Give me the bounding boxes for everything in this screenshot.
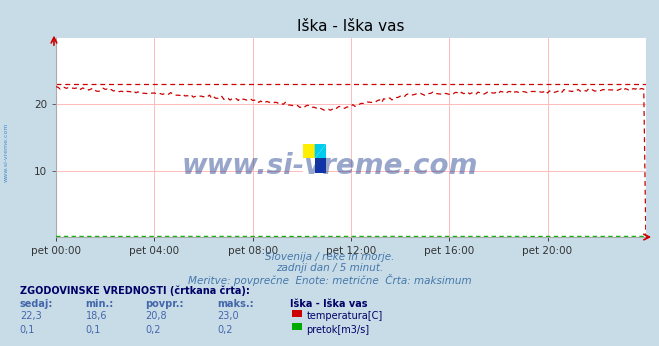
Polygon shape — [315, 158, 326, 173]
Text: www.si-vreme.com: www.si-vreme.com — [4, 122, 9, 182]
Text: ZGODOVINSKE VREDNOSTI (črtkana črta):: ZGODOVINSKE VREDNOSTI (črtkana črta): — [20, 285, 250, 296]
Text: 0,2: 0,2 — [145, 325, 161, 335]
Text: Slovenija / reke in morje.: Slovenija / reke in morje. — [265, 252, 394, 262]
Text: min.:: min.: — [86, 299, 114, 309]
Text: maks.:: maks.: — [217, 299, 254, 309]
Text: povpr.:: povpr.: — [145, 299, 183, 309]
Text: 23,0: 23,0 — [217, 311, 239, 321]
Title: Iška - Iška vas: Iška - Iška vas — [297, 19, 405, 34]
Text: Meritve: povprečne  Enote: metrične  Črta: maksimum: Meritve: povprečne Enote: metrične Črta:… — [188, 274, 471, 286]
Text: 22,3: 22,3 — [20, 311, 42, 321]
Text: www.si-vreme.com: www.si-vreme.com — [181, 152, 478, 180]
Text: pretok[m3/s]: pretok[m3/s] — [306, 325, 370, 335]
Text: 18,6: 18,6 — [86, 311, 107, 321]
Text: 0,2: 0,2 — [217, 325, 233, 335]
Polygon shape — [315, 144, 326, 158]
Text: Iška - Iška vas: Iška - Iška vas — [290, 299, 368, 309]
Polygon shape — [315, 144, 326, 158]
Text: 20,8: 20,8 — [145, 311, 167, 321]
Text: sedaj:: sedaj: — [20, 299, 53, 309]
Text: 0,1: 0,1 — [86, 325, 101, 335]
Bar — [303, 144, 315, 158]
Text: zadnji dan / 5 minut.: zadnji dan / 5 minut. — [276, 263, 383, 273]
Text: temperatura[C]: temperatura[C] — [306, 311, 383, 321]
Text: 0,1: 0,1 — [20, 325, 35, 335]
